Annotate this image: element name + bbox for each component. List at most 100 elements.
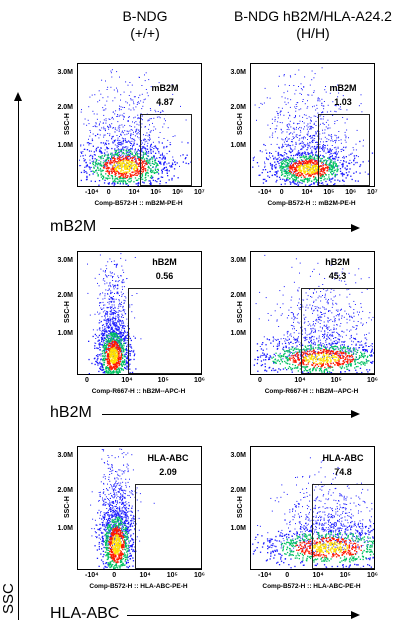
gate-name: mB2M — [151, 83, 179, 93]
scatter-plot-panel: HLA-ABC 2.09 — [77, 446, 202, 570]
y-tick-label: 3.0M — [57, 257, 73, 264]
x-tick-label: 10⁶ — [345, 189, 357, 196]
y-axis-title: SSC-H — [64, 301, 71, 323]
y-tick-label: 3.0M — [230, 69, 246, 76]
row-arrowhead-mb2m — [351, 224, 360, 232]
gate-name: HLA-ABC — [322, 453, 364, 463]
x-tick-label: 10⁵ — [330, 377, 342, 384]
x-tick-label: 0 — [279, 189, 284, 196]
scatter-dots — [90, 448, 155, 569]
y-tick-label: 2.0M — [230, 292, 246, 299]
scatter-plot-panel: hB2M 45.3 — [250, 251, 375, 375]
scatter-dots — [252, 67, 374, 186]
gate-rectangle — [135, 484, 201, 569]
x-tick-label: 0 — [285, 572, 290, 579]
y-tick-label: 2.0M — [230, 487, 246, 494]
x-axis-title: Comp-R667-H :: hB2M--APC-H — [91, 388, 186, 395]
x-tick-label: 10⁶ — [367, 377, 379, 384]
x-tick-label: 10⁴ — [294, 377, 306, 384]
x-tick-label: 10⁴ — [128, 189, 140, 196]
column-title: B-NDG — [122, 8, 168, 24]
row-arrow-hla-abc — [127, 615, 352, 616]
y-tick-label: 1.0M — [57, 142, 73, 149]
scatter-plot-panel: mB2M 4.87 — [77, 63, 202, 187]
x-tick-label: -10⁴ — [258, 189, 272, 196]
y-tick-label: 2.0M — [57, 292, 73, 299]
x-tick-label: 10⁴ — [301, 189, 313, 196]
x-tick-label: 10⁶ — [172, 189, 184, 196]
y-tick-label: 1.0M — [230, 525, 246, 532]
ssc-axis-label: SSC — [0, 583, 17, 614]
x-tick-label: 10⁴ — [139, 572, 151, 579]
ssc-axis-arrowhead — [14, 92, 22, 101]
y-tick-label: 2.0M — [57, 104, 73, 111]
y-tick-label: 2.0M — [230, 104, 246, 111]
x-tick-label: 10⁶ — [194, 572, 206, 579]
gate-percentage: 4.87 — [156, 97, 174, 107]
x-tick-label: -10⁴ — [85, 572, 99, 579]
x-axis-title: Comp-R667-H :: hB2M--APC-H — [264, 388, 359, 395]
column-subtitle: (H/H) — [296, 25, 330, 41]
gate-percentage: 1.03 — [334, 97, 352, 107]
gate-name: mB2M — [329, 83, 357, 93]
column-header-wildtype: B-NDG (+/+) — [95, 8, 195, 42]
gate-rectangle — [318, 114, 370, 186]
column-title: B-NDG hB2M/HLA-A24.2 — [234, 8, 392, 24]
x-tick-label: 0 — [112, 572, 117, 579]
y-tick-label: 3.0M — [230, 257, 246, 264]
gate-percentage: 45.3 — [328, 271, 347, 281]
x-axis-title: Comp-B572-H :: HLA-ABC-PE-H — [89, 583, 188, 590]
y-axis-title: SSC-H — [237, 113, 244, 135]
gate-percentage: 0.56 — [155, 271, 174, 281]
gate-rectangle — [301, 288, 374, 374]
row-label-mb2m: mB2M — [50, 218, 97, 235]
x-tick-label: -10⁴ — [258, 572, 272, 579]
scatter-dots — [79, 69, 192, 186]
gate-rectangle — [312, 484, 374, 569]
x-tick-label: 0 — [106, 189, 111, 196]
row-label-hla-abc: HLA-ABC — [50, 605, 120, 622]
x-tick-label: 10⁶ — [194, 377, 206, 384]
gate-percentage: 2.09 — [159, 467, 177, 477]
y-tick-label: 1.0M — [230, 330, 246, 337]
y-tick-label: 3.0M — [230, 452, 246, 459]
y-tick-label: 3.0M — [57, 69, 73, 76]
gate-name: HLA-ABC — [147, 453, 189, 463]
gate-rectangle — [140, 114, 192, 186]
x-tick-label: 10⁴ — [121, 377, 133, 384]
x-tick-label: 0 — [85, 377, 89, 384]
gate-percentage: 74.8 — [334, 467, 352, 477]
gate-rectangle — [128, 288, 201, 374]
x-tick-label: 10⁷ — [194, 189, 205, 196]
y-tick-label: 3.0M — [57, 452, 73, 459]
x-tick-label: 10⁵ — [150, 189, 162, 196]
x-tick-label: 0 — [258, 377, 262, 384]
row-arrow-hb2m — [102, 414, 352, 415]
gate-name: hB2M — [325, 257, 350, 267]
y-tick-label: 2.0M — [57, 487, 73, 494]
x-tick-label: 10⁶ — [367, 572, 379, 579]
scatter-plot-panel: hB2M 0.56 — [77, 251, 202, 375]
ssc-axis-line — [18, 100, 19, 620]
x-tick-label: 10⁷ — [367, 189, 378, 196]
x-axis-title: Comp-B572-H :: mB2M-PE-H — [94, 200, 183, 207]
x-tick-label: 10⁵ — [323, 189, 335, 196]
row-arrow-mb2m — [110, 228, 352, 229]
scatter-plot-panel: HLA-ABC 74.8 — [250, 446, 375, 570]
y-axis-title: SSC-H — [237, 496, 244, 518]
scatter-dots — [253, 254, 374, 374]
column-header-humanized: B-NDG hB2M/HLA-A24.2 (H/H) — [208, 8, 418, 42]
y-axis-title: SSC-H — [64, 496, 71, 518]
x-tick-label: 10⁵ — [339, 572, 351, 579]
row-arrowhead-hla-abc — [351, 611, 360, 619]
y-tick-label: 1.0M — [230, 142, 246, 149]
y-axis-title: SSC-H — [64, 113, 71, 135]
y-axis-title: SSC-H — [237, 301, 244, 323]
row-arrowhead-hb2m — [351, 410, 360, 418]
y-tick-label: 1.0M — [57, 525, 73, 532]
x-tick-label: 10⁵ — [157, 377, 169, 384]
gate-name: hB2M — [152, 257, 177, 267]
x-axis-title: Comp-B572-H :: mB2M-PE-H — [267, 200, 356, 207]
x-tick-label: -10⁴ — [85, 189, 99, 196]
x-tick-label: 10⁵ — [166, 572, 178, 579]
